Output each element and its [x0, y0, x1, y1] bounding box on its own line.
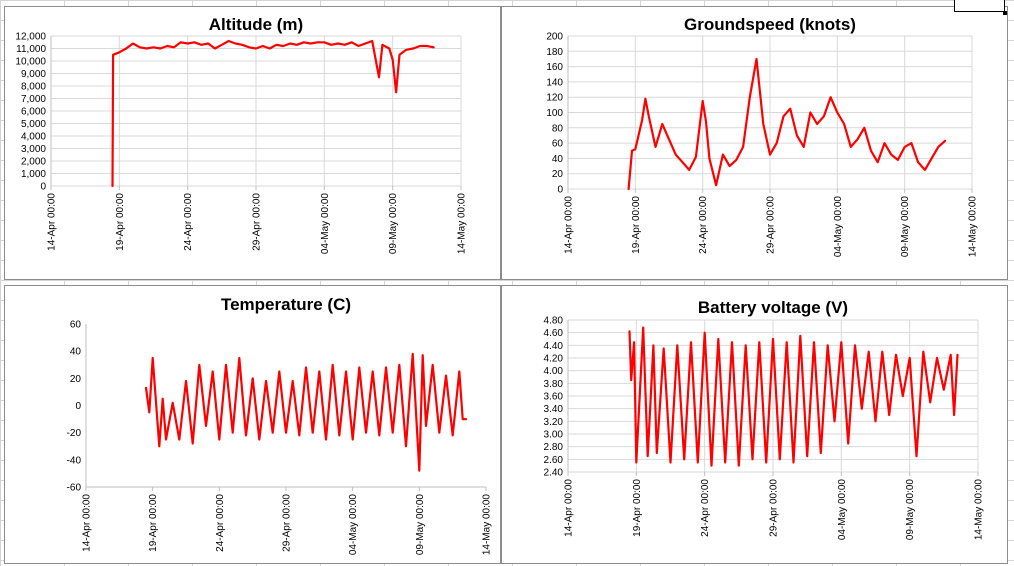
battery-voltage-x-tick-label: 09-May 00:00 — [905, 479, 916, 541]
fill-handle[interactable] — [1003, 11, 1007, 15]
altitude-x-tick-label: 04-May 00:00 — [320, 193, 331, 255]
battery-voltage-y-tick-label: 4.60 — [544, 328, 564, 339]
altitude-y-tick-label: 4,000 — [21, 132, 46, 143]
temperature-y-tick-label: -20 — [67, 428, 82, 439]
temperature-title: Temperature (C) — [221, 295, 351, 314]
groundspeed-x-tick-label: 04-May 00:00 — [833, 196, 844, 258]
altitude-y-tick-label: 7,000 — [21, 94, 46, 105]
altitude-y-tick-label: 5,000 — [21, 119, 46, 130]
battery-voltage-y-tick-label: 4.00 — [544, 366, 564, 377]
temperature-x-tick-label: 29-Apr 00:00 — [282, 494, 293, 552]
battery-voltage-y-tick-label: 4.80 — [544, 316, 564, 327]
battery-voltage-y-tick-label: 4.20 — [544, 354, 564, 365]
groundspeed-y-tick-label: 200 — [546, 32, 563, 43]
battery-voltage-y-tick-label: 3.60 — [544, 392, 564, 403]
groundspeed-chart-svg: Groundspeed (knots) 0 20 40 60 80 100 120 140 160… — [546, 15, 979, 258]
groundspeed-y-tick-label: 0 — [557, 185, 563, 196]
altitude-y-tick-label: 9,000 — [21, 69, 46, 80]
altitude-x-tick-label: 29-Apr 00:00 — [252, 193, 263, 251]
temperature-x-tick-label: 24-Apr 00:00 — [215, 494, 226, 552]
groundspeed-x-tick-label: 29-Apr 00:00 — [766, 196, 777, 254]
altitude-chart: Altitude (m) 0 1,000 2,000 3,000 4,000 5,000 6,… — [4, 6, 501, 280]
altitude-x-tick-label: 14-Apr 00:00 — [47, 193, 58, 251]
groundspeed-y-tick-label: 140 — [546, 77, 563, 88]
battery-voltage-series-line — [628, 326, 959, 467]
groundspeed-title: Groundspeed (knots) — [684, 15, 856, 34]
temperature-x-tick-label: 19-Apr 00:00 — [148, 494, 159, 552]
groundspeed-x-tick-label: 14-May 00:00 — [968, 196, 979, 258]
temperature-chart: Temperature (C) -60 -40 -20 0 20 40 60 14-Apr 00… — [4, 285, 501, 564]
groundspeed-y-tick-label: 160 — [546, 62, 563, 73]
battery-voltage-y-tick-label: 2.80 — [544, 442, 564, 453]
altitude-x-tick-label: 14-May 00:00 — [457, 193, 468, 255]
altitude-y-tick-label: 11,000 — [16, 44, 46, 55]
temperature-y-tick-label: -40 — [67, 455, 82, 466]
temperature-y-tick-label: 20 — [70, 374, 82, 385]
temperature-x-tick-label: 04-May 00:00 — [348, 494, 359, 556]
battery-voltage-x-tick-label: 19-Apr 00:00 — [632, 479, 643, 537]
temperature-y-tick-label: -60 — [67, 483, 82, 494]
battery-voltage-chart: Battery voltage (V) 2.40 2.60 2.80 3.00 3.20 3… — [501, 285, 1008, 564]
battery-voltage-title: Battery voltage (V) — [698, 298, 848, 317]
altitude-y-tick-label: 3,000 — [21, 144, 46, 155]
temperature-y-tick-label: 0 — [75, 401, 81, 412]
temperature-x-tick-label: 14-May 00:00 — [482, 494, 493, 556]
groundspeed-x-tick-label: 19-Apr 00:00 — [631, 196, 642, 254]
battery-voltage-y-tick-label: 4.40 — [544, 341, 564, 352]
battery-voltage-y-tick-label: 3.80 — [544, 379, 564, 390]
altitude-y-tick-label: 8,000 — [21, 82, 46, 93]
battery-voltage-x-tick-label: 24-Apr 00:00 — [700, 479, 711, 537]
battery-voltage-x-tick-label: 29-Apr 00:00 — [769, 479, 780, 537]
groundspeed-x-tick-label: 09-May 00:00 — [900, 196, 911, 258]
groundspeed-x-tick-label: 24-Apr 00:00 — [698, 196, 709, 254]
altitude-x-tick-label: 09-May 00:00 — [388, 193, 399, 255]
battery-voltage-x-tick-label: 14-May 00:00 — [974, 479, 985, 541]
temperature-series-line — [144, 352, 468, 472]
altitude-y-tick-label: 2,000 — [21, 157, 46, 168]
groundspeed-series-line — [627, 57, 947, 191]
groundspeed-y-tick-label: 120 — [546, 93, 563, 104]
altitude-y-tick-label: 0 — [40, 182, 46, 193]
altitude-x-tick-label: 24-Apr 00:00 — [183, 193, 194, 251]
temperature-y-tick-label: 60 — [70, 320, 82, 331]
battery-voltage-y-tick-label: 2.40 — [544, 468, 564, 479]
altitude-y-tick-label: 10,000 — [15, 57, 46, 68]
battery-voltage-chart-svg: Battery voltage (V) 2.40 2.60 2.803.00 3.20 3… — [544, 298, 985, 541]
battery-voltage-y-tick-label: 3.00 — [544, 430, 564, 441]
altitude-y-tick-label: 6,000 — [21, 107, 46, 118]
selected-cell-box[interactable] — [954, 0, 1005, 12]
groundspeed-y-tick-label: 100 — [546, 108, 563, 119]
temperature-y-tick-label: 40 — [70, 347, 82, 358]
groundspeed-y-tick-label: 20 — [552, 169, 564, 180]
temperature-x-tick-label: 14-Apr 00:00 — [82, 494, 93, 552]
altitude-y-tick-label: 1,000 — [21, 169, 46, 180]
altitude-y-tick-label: 12,000 — [15, 32, 46, 43]
groundspeed-y-tick-label: 180 — [546, 47, 563, 58]
battery-voltage-y-tick-label: 3.40 — [544, 404, 564, 415]
temperature-chart-svg: Temperature (C) -60 -40 -20 0 20 40 60 14-Apr 00… — [67, 295, 493, 556]
battery-voltage-y-tick-label: 2.60 — [544, 455, 564, 466]
groundspeed-y-tick-label: 40 — [552, 154, 564, 165]
temperature-x-tick-label: 09-May 00:00 — [415, 494, 426, 556]
groundspeed-y-tick-label: 60 — [552, 139, 564, 150]
altitude-title: Altitude (m) — [209, 15, 303, 34]
groundspeed-chart: Groundspeed (knots) 0 20 40 60 80 100 120 140 160… — [501, 6, 1008, 280]
groundspeed-y-tick-label: 80 — [552, 123, 564, 134]
battery-voltage-x-tick-label: 14-Apr 00:00 — [564, 479, 575, 537]
altitude-x-tick-label: 19-Apr 00:00 — [115, 193, 126, 251]
groundspeed-x-tick-label: 14-Apr 00:00 — [564, 196, 575, 254]
altitude-series-line — [111, 39, 435, 188]
battery-voltage-y-tick-label: 3.20 — [544, 417, 564, 428]
battery-voltage-x-tick-label: 04-May 00:00 — [837, 479, 848, 541]
